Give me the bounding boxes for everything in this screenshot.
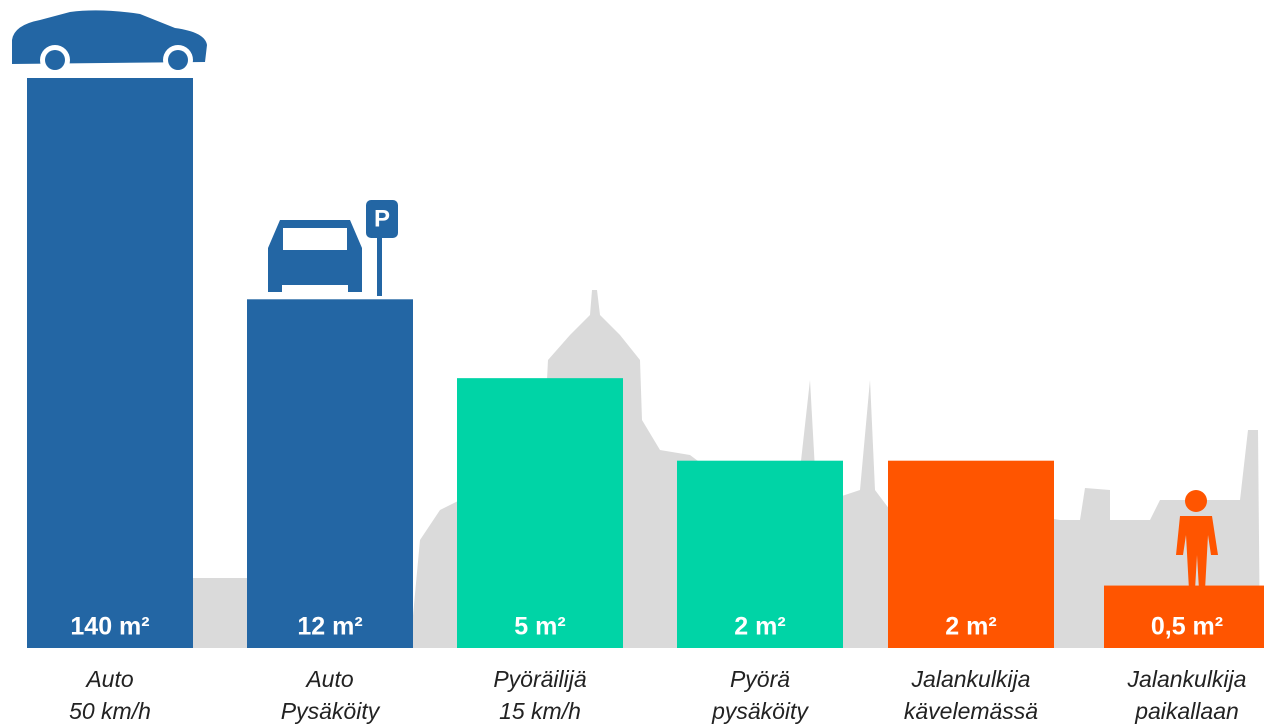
category-label: Pyöräilijä — [493, 666, 587, 692]
category-label: Auto — [304, 666, 354, 692]
bar — [27, 78, 193, 648]
value-label: 0,5 m² — [1151, 613, 1223, 641]
value-label: 5 m² — [514, 613, 565, 641]
value-label: 12 m² — [297, 613, 362, 641]
bar — [677, 460, 843, 648]
category-label: 15 km/h — [499, 698, 581, 724]
category-label: kävelemässä — [904, 698, 1038, 724]
category-label: 50 km/h — [69, 698, 151, 724]
bar — [457, 378, 623, 648]
bar — [1104, 585, 1264, 648]
category-label: paikallaan — [1134, 698, 1239, 724]
value-label: 140 m² — [70, 613, 149, 641]
value-label: 2 m² — [734, 613, 785, 641]
standing-icon — [1176, 490, 1218, 590]
category-label: Auto — [84, 666, 134, 692]
bar — [888, 460, 1054, 648]
svg-text:P: P — [374, 205, 390, 232]
category-label: Pyörä — [730, 666, 790, 692]
car-icon — [12, 10, 207, 75]
category-label: Jalankulkija — [1127, 666, 1247, 692]
category-label: Pysäköity — [281, 698, 381, 724]
parked-car-icon: P — [268, 200, 398, 296]
category-label: pysäköity — [711, 698, 809, 724]
bar — [247, 299, 413, 648]
category-label: Jalankulkija — [911, 666, 1031, 692]
value-label: 2 m² — [945, 613, 996, 641]
